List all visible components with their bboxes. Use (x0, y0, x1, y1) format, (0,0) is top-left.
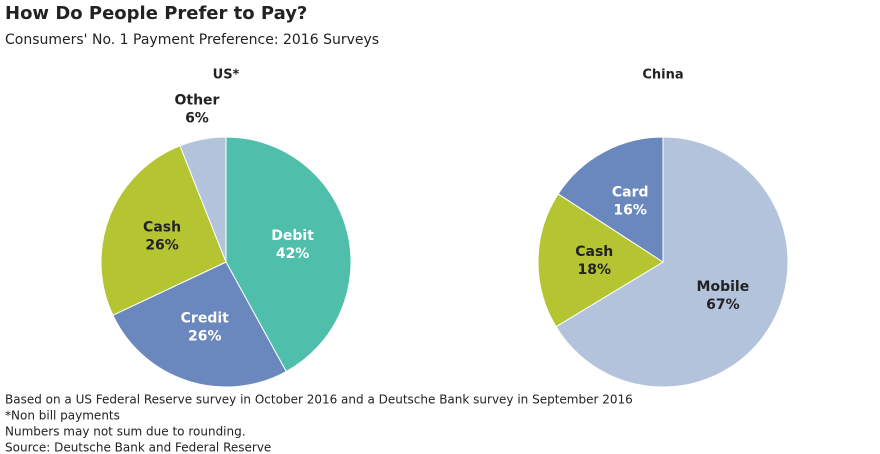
slice-value-label: 18% (578, 262, 612, 278)
pie-slice (100, 145, 227, 316)
slice-category: Cash (575, 244, 613, 260)
note: Based on a US Federal Reserve survey in … (5, 393, 633, 407)
pie-slice (112, 261, 287, 388)
pie-slice (555, 136, 789, 388)
pie-slice (225, 136, 352, 373)
subtitle: Consumers' No. 1 Payment Preference: 201… (5, 32, 379, 48)
pie-slice (179, 136, 227, 263)
pie-title: US* (213, 68, 240, 83)
pie-title: China (642, 68, 683, 83)
slice-value-label: 26% (145, 238, 179, 254)
slice-category: Credit (181, 310, 229, 326)
pie-slice (537, 193, 664, 328)
note: Source: Deutsche Bank and Federal Reserv… (5, 441, 271, 454)
slice-category: Other (174, 93, 219, 109)
note: *Non bill payments (5, 409, 120, 423)
slice-value-label: 6% (185, 111, 209, 127)
slice-category: Mobile (697, 279, 750, 295)
pie-slice (557, 136, 664, 263)
slice-category: Card (612, 185, 649, 201)
title: How Do People Prefer to Pay? (5, 3, 307, 24)
note: Numbers may not sum due to rounding. (5, 425, 246, 439)
slice-value-label: 67% (706, 297, 740, 313)
slice-category: Debit (271, 228, 314, 244)
slice-value-label: 26% (188, 328, 222, 344)
slice-value-label: 16% (613, 203, 647, 219)
slice-value-label: 42% (276, 246, 310, 262)
slice-category: Cash (143, 220, 181, 236)
